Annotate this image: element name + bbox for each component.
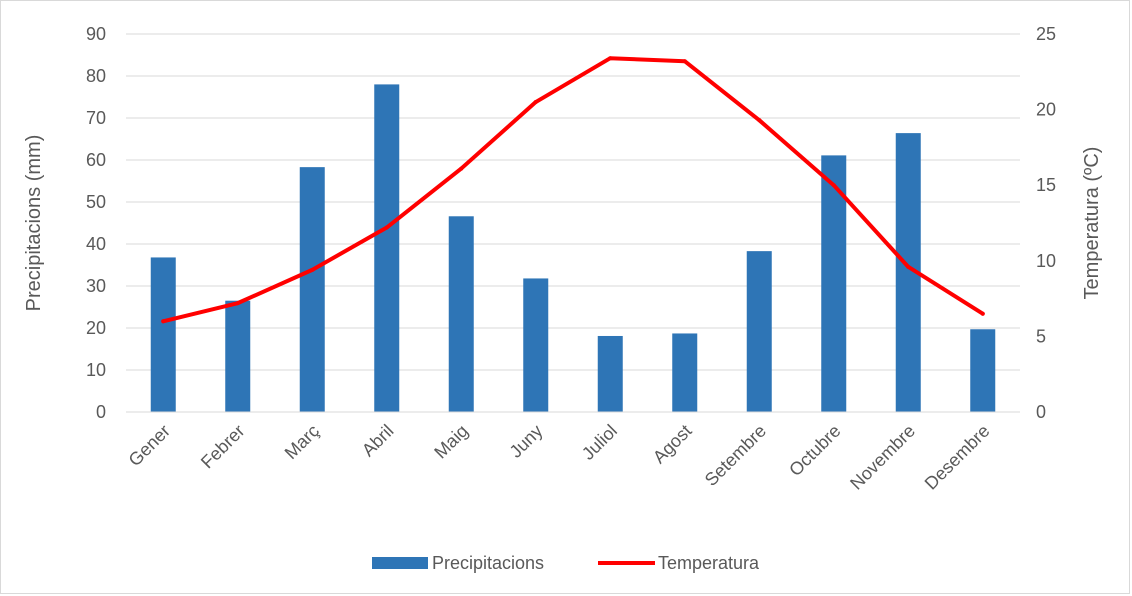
bar [225, 300, 251, 412]
line-point [831, 183, 836, 188]
y-tick-label-left: 10 [86, 360, 106, 380]
y-axis-right-title: Temperatura (ºC) [1081, 147, 1103, 300]
y-tick-label-left: 80 [86, 66, 106, 86]
x-tick-label: Març [281, 421, 323, 463]
bar [150, 257, 176, 412]
x-axis-ticks: Gener Febrer Març Abril Maig Juny Juliol Agost S… [125, 421, 994, 494]
temperature-line [161, 56, 985, 324]
y-tick-label-right: 25 [1036, 24, 1056, 44]
y-axis-left-ticks: 0 10 20 30 40 50 60 70 80 90 [86, 24, 106, 422]
bar [970, 329, 996, 412]
y-axis-left-title: Precipitacions (mm) [23, 135, 45, 312]
y-tick-label-left: 20 [86, 318, 106, 338]
y-tick-label-left: 50 [86, 192, 106, 212]
bar [597, 335, 623, 412]
line-point [235, 301, 240, 306]
y-axis-right-ticks: 0 5 10 15 20 25 [1036, 24, 1056, 422]
legend-swatch-precipitacions [372, 557, 428, 569]
line-point [533, 100, 538, 105]
y-tick-label-left: 30 [86, 276, 106, 296]
legend-label-precipitacions: Precipitacions [432, 553, 544, 573]
legend-label-temperatura: Temperatura [658, 553, 760, 573]
line-point [161, 319, 166, 324]
x-tick-label: Agost [649, 421, 696, 468]
y-tick-label-left: 40 [86, 234, 106, 254]
x-tick-label: Maig [430, 421, 472, 463]
x-tick-label: Desembre [921, 421, 994, 494]
bar-series [150, 84, 996, 413]
line-point [906, 264, 911, 269]
line-series [161, 56, 985, 324]
y-tick-label-right: 15 [1036, 175, 1056, 195]
y-tick-label-left: 60 [86, 150, 106, 170]
y-tick-label-right: 10 [1036, 251, 1056, 271]
line-point [310, 267, 315, 272]
grid-lines [126, 33, 1020, 371]
legend: Precipitacions Temperatura [372, 553, 760, 573]
x-tick-label: Febrer [197, 421, 249, 473]
bar [523, 278, 549, 412]
bar [299, 167, 325, 412]
y-tick-label-left: 70 [86, 108, 106, 128]
x-tick-label: Octubre [785, 421, 844, 480]
line-point [757, 118, 762, 123]
y-tick-label-right: 0 [1036, 402, 1046, 422]
x-tick-label: Novembre [846, 421, 919, 494]
y-tick-label-right: 5 [1036, 326, 1046, 346]
x-tick-label: Abril [358, 421, 398, 461]
bar [374, 84, 400, 413]
line-point [608, 56, 613, 61]
bar [672, 333, 698, 412]
y-tick-label-left: 90 [86, 24, 106, 44]
line-point [384, 225, 389, 230]
x-tick-label: Juny [506, 421, 547, 462]
line-point [980, 311, 985, 316]
bar [448, 216, 474, 412]
line-point [682, 59, 687, 64]
x-tick-label: Gener [125, 421, 175, 471]
bar [746, 251, 772, 412]
y-tick-label-right: 20 [1036, 100, 1056, 120]
bar [821, 155, 847, 412]
x-tick-label: Juliol [578, 421, 621, 464]
line-point [459, 166, 464, 171]
y-tick-label-left: 0 [96, 402, 106, 422]
x-tick-label: Setembre [701, 421, 770, 490]
